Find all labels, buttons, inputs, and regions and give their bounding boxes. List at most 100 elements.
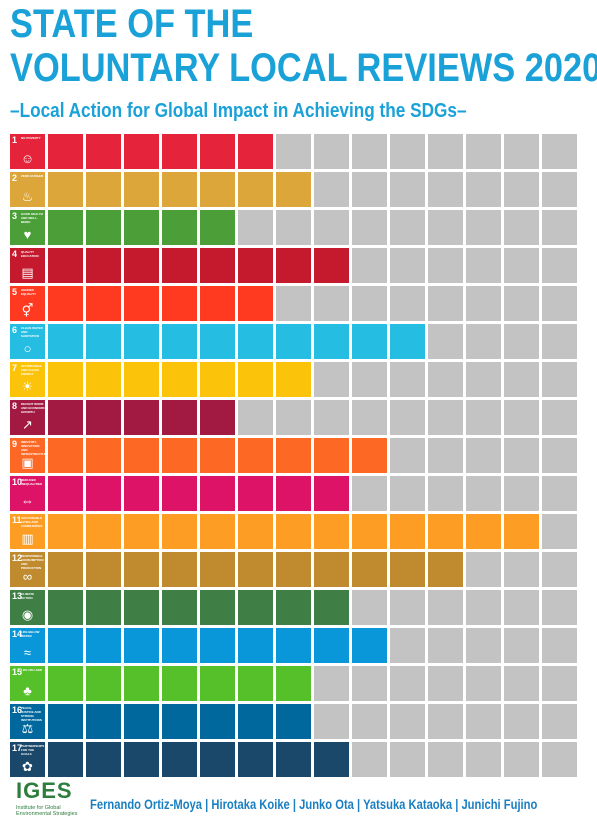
empty-cell	[504, 742, 539, 777]
empty-cell	[466, 362, 501, 397]
filled-cell	[48, 704, 83, 739]
filled-cell	[276, 362, 311, 397]
sdg-goal-number: 12	[12, 553, 23, 563]
filled-cell	[86, 248, 121, 283]
filled-cell	[86, 286, 121, 321]
empty-cell	[466, 172, 501, 207]
sdg-goal-label: RESPONSIBLE CONSUMPTION AND PRODUCTION	[21, 554, 44, 570]
empty-cell	[238, 210, 273, 245]
empty-cell	[504, 438, 539, 473]
filled-cell	[314, 590, 349, 625]
empty-cell	[504, 476, 539, 511]
filled-cell	[48, 286, 83, 321]
filled-cell	[162, 628, 197, 663]
empty-cell	[542, 742, 577, 777]
filled-cell	[276, 476, 311, 511]
dove-icon: ⚖	[21, 721, 34, 736]
filled-cell	[314, 248, 349, 283]
filled-cell	[200, 666, 235, 701]
filled-cell	[352, 514, 387, 549]
filled-cell	[124, 286, 159, 321]
sdg-goal-label: PARTNERSHIPS FOR THE GOALS	[21, 744, 45, 756]
title-line-2: VOLUNTARY LOCAL REVIEWS 2020	[10, 46, 597, 90]
empty-cell	[466, 552, 501, 587]
fish-icon: ≈	[23, 645, 32, 660]
sdg-goal-number: 7	[12, 363, 18, 373]
empty-cell	[504, 552, 539, 587]
filled-cell	[466, 514, 501, 549]
empty-cell	[542, 324, 577, 359]
sdg-row-6: 6 CLEAN WATER AND SANITATION ○	[10, 324, 590, 359]
filled-cell	[48, 172, 83, 207]
filled-cell	[238, 438, 273, 473]
sdg-goal-label: GENDER EQUALITY	[21, 288, 37, 296]
sdg-goal-number: 6	[12, 325, 18, 335]
filled-cell	[48, 324, 83, 359]
empty-cell	[466, 704, 501, 739]
empty-cell	[352, 362, 387, 397]
filled-cell	[86, 324, 121, 359]
institute-name: Institute for Global Environmental Strat…	[16, 805, 78, 817]
filled-cell	[162, 324, 197, 359]
filled-cell	[238, 552, 273, 587]
empty-cell	[390, 172, 425, 207]
eye-icon: ◉	[21, 607, 34, 622]
empty-cell	[390, 362, 425, 397]
empty-cell	[352, 210, 387, 245]
filled-cell	[162, 590, 197, 625]
sun-icon: ☀	[21, 379, 34, 394]
empty-cell	[466, 742, 501, 777]
sdg-goal-label: CLEAN WATER AND SANITATION	[21, 326, 43, 338]
empty-cell	[428, 134, 463, 169]
filled-cell	[86, 742, 121, 777]
filled-cell	[200, 552, 235, 587]
filled-cell	[314, 514, 349, 549]
filled-cell	[162, 286, 197, 321]
filled-cell	[200, 438, 235, 473]
empty-cell	[542, 628, 577, 663]
sdg-goal-tile-7: 7 AFFORDABLE AND CLEAN ENERGY ☀	[10, 362, 45, 397]
empty-cell	[314, 210, 349, 245]
filled-cell	[48, 552, 83, 587]
empty-cell	[466, 324, 501, 359]
filled-cell	[124, 324, 159, 359]
sdg-goal-number: 5	[12, 287, 18, 297]
empty-cell	[314, 666, 349, 701]
filled-cell	[238, 286, 273, 321]
empty-cell	[542, 590, 577, 625]
empty-cell	[390, 248, 425, 283]
filled-cell	[238, 666, 273, 701]
filled-cell	[124, 704, 159, 739]
sdg-row-2: 2 ZERO HUNGER ♨	[10, 172, 590, 207]
iges-logo-text: IGES	[16, 778, 73, 803]
empty-cell	[428, 400, 463, 435]
empty-cell	[466, 476, 501, 511]
empty-cell	[314, 400, 349, 435]
sdg-goal-label: CLIMATE ACTION	[21, 592, 35, 600]
filled-cell	[276, 704, 311, 739]
filled-cell	[48, 210, 83, 245]
filled-cell	[200, 172, 235, 207]
sdg-goal-tile-8: 8 DECENT WORK AND ECONOMIC GROWTH ↗	[10, 400, 45, 435]
filled-cell	[124, 666, 159, 701]
filled-cell	[238, 514, 273, 549]
sdg-goal-tile-11: 11 SUSTAINABLE CITIES AND COMMUNITIES ▥	[10, 514, 45, 549]
sdg-goal-tile-14: 14 LIFE BELOW WATER ≈	[10, 628, 45, 663]
empty-cell	[466, 210, 501, 245]
sdg-goal-label: SUSTAINABLE CITIES AND COMMUNITIES	[21, 516, 43, 528]
filled-cell	[86, 476, 121, 511]
empty-cell	[542, 286, 577, 321]
filled-cell	[276, 628, 311, 663]
empty-cell	[504, 172, 539, 207]
sdg-goal-label: PEACE, JUSTICE AND STRONG INSTITUTIONS	[21, 706, 42, 722]
filled-cell	[200, 590, 235, 625]
empty-cell	[352, 590, 387, 625]
sdg-goal-label: ZERO HUNGER	[21, 174, 44, 178]
empty-cell	[314, 172, 349, 207]
sdg-goal-number: 17	[12, 743, 23, 753]
filled-cell	[124, 438, 159, 473]
cubes-icon: ▣	[21, 455, 34, 470]
filled-cell	[48, 514, 83, 549]
sdg-goal-tile-4: 4 QUALITY EDUCATION ▤	[10, 248, 45, 283]
sdg-goal-tile-3: 3 GOOD HEALTH AND WELL-BEING ♥	[10, 210, 45, 245]
